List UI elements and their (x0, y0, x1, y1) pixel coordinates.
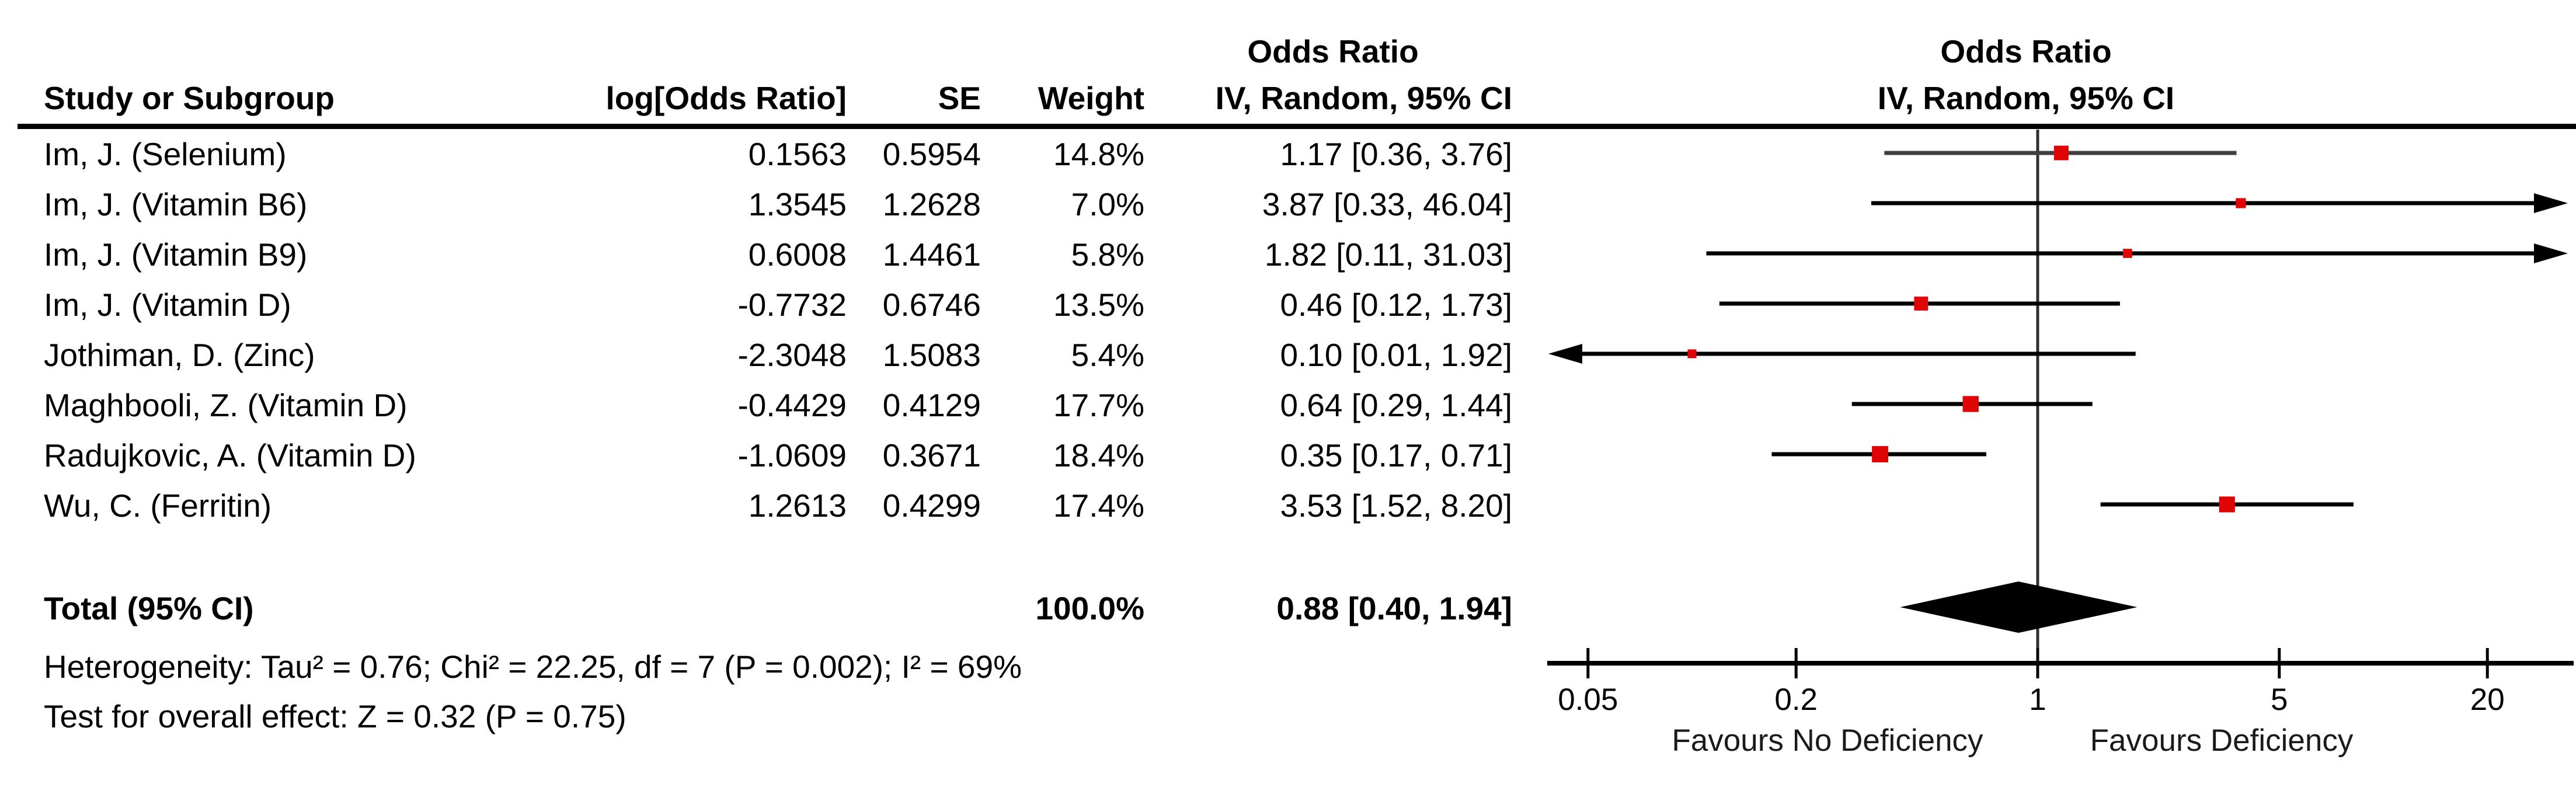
effect-square (1687, 349, 1697, 358)
total-weight: 100.0% (1035, 590, 1144, 626)
axis-tick (1586, 648, 1590, 678)
ci-arrow-right (2534, 243, 2568, 263)
weight-value: 5.8% (1071, 236, 1144, 273)
study-name: Im, J. (Vitamin D) (44, 287, 291, 323)
ci-line (1871, 201, 2534, 206)
axis-tick-label: 5 (2271, 682, 2288, 717)
axis-tick (2486, 648, 2489, 678)
axis-tick-label: 1 (2029, 682, 2046, 717)
study-row: Im, J. (Vitamin D) -0.7732 0.6746 13.5% 0.46… (0, 287, 1547, 322)
x-axis-line (1547, 661, 2574, 666)
study-row: Maghbooli, Z. (Vitamin D) -0.4429 0.4129 17… (0, 388, 1547, 423)
study-name: Maghbooli, Z. (Vitamin D) (44, 387, 408, 423)
weight-value: 17.4% (1053, 487, 1144, 524)
log-odds-ratio-value: 0.6008 (748, 236, 847, 273)
weight-value: 14.8% (1053, 136, 1144, 172)
ci-text-value: 1.17 [0.36, 3.76] (1280, 136, 1512, 172)
effect-square (2219, 496, 2235, 513)
study-row: Wu, C. (Ferritin) 1.2613 0.4299 17.4% 3.53 [… (0, 488, 1547, 523)
se-value: 0.4299 (882, 487, 981, 524)
weight-value: 17.7% (1053, 387, 1144, 423)
log-odds-ratio-value: -0.7732 (737, 287, 847, 323)
ci-text-value: 3.53 [1.52, 8.20] (1280, 487, 1512, 524)
weight-value: 7.0% (1071, 186, 1144, 222)
axis-tick (1794, 648, 1798, 678)
ci-arrow-left (1548, 344, 1582, 364)
pooled-diamond (1900, 581, 2138, 633)
total-ci-text: 0.88 [0.40, 1.94] (1276, 590, 1512, 626)
column-header-effect-ci: IV, Random, 95% CI (1215, 80, 1512, 116)
study-name: Im, J. (Vitamin B9) (44, 236, 308, 273)
column-header-study: Study or Subgroup (44, 80, 335, 116)
weight-value: 5.4% (1071, 337, 1144, 373)
study-name: Jothiman, D. (Zinc) (44, 337, 315, 373)
favours-left-label: Favours No Deficiency (1672, 723, 1983, 758)
study-row: Im, J. (Vitamin B6) 1.3545 1.2628 7.0% 3.87 … (0, 187, 1547, 222)
axis-tick-label: 20 (2470, 682, 2505, 717)
column-header-log-odds-ratio: log[Odds Ratio] (605, 80, 847, 116)
axis-tick (2036, 648, 2039, 678)
total-row: Total (95% CI) 100.0% 0.88 [0.40, 1.94] (0, 591, 1547, 626)
effect-square (1962, 396, 1979, 412)
se-value: 0.6746 (882, 287, 981, 323)
se-value: 1.2628 (882, 186, 981, 222)
se-value: 1.5083 (882, 337, 981, 373)
log-odds-ratio-value: -2.3048 (737, 337, 847, 373)
overall-effect-note: Test for overall effect: Z = 0.32 (P = 0… (44, 698, 626, 734)
ci-line (1706, 251, 2534, 256)
column-header-se: SE (938, 80, 981, 116)
effect-square (2123, 249, 2132, 258)
effect-square (2053, 145, 2069, 161)
log-odds-ratio-value: -1.0609 (737, 437, 847, 473)
log-odds-ratio-value: 0.1563 (748, 136, 847, 172)
log-odds-ratio-value: 1.2613 (748, 487, 847, 524)
effect-column-title: Odds Ratio (1247, 33, 1419, 69)
ci-text-value: 0.10 [0.01, 1.92] (1280, 337, 1512, 373)
total-label: Total (95% CI) (44, 590, 254, 626)
study-row: Radujkovic, A. (Vitamin D) -1.0609 0.3671 1… (0, 438, 1547, 473)
plot-header-effect-ci: IV, Random, 95% CI (1877, 80, 2175, 116)
study-row: Im, J. (Selenium) 0.1563 0.5954 14.8% 1.17 [… (0, 137, 1547, 172)
favours-right-label: Favours Deficiency (2090, 723, 2354, 758)
axis-tick (2278, 648, 2281, 678)
se-value: 0.5954 (882, 136, 981, 172)
ci-arrow-right (2534, 193, 2568, 213)
se-value: 1.4461 (882, 236, 981, 273)
heterogeneity-note: Heterogeneity: Tau² = 0.76; Chi² = 22.25… (44, 649, 1022, 685)
plot-column-title: Odds Ratio (1940, 33, 2112, 69)
ci-text-value: 1.82 [0.11, 31.03] (1264, 236, 1512, 273)
header-divider (18, 124, 2576, 129)
ci-text-value: 3.87 [0.33, 46.04] (1262, 186, 1512, 222)
study-row: Im, J. (Vitamin B9) 0.6008 1.4461 5.8% 1.82 … (0, 237, 1547, 272)
axis-tick-label: 0.2 (1774, 682, 1818, 717)
log-odds-ratio-value: 1.3545 (748, 186, 847, 222)
axis-tick-label: 0.05 (1558, 682, 1618, 717)
effect-square (1872, 446, 1889, 462)
se-value: 0.4129 (882, 387, 981, 423)
effect-square (2236, 198, 2246, 208)
study-name: Im, J. (Vitamin B6) (44, 186, 308, 222)
study-name: Im, J. (Selenium) (44, 136, 287, 172)
study-row: Jothiman, D. (Zinc) -2.3048 1.5083 5.4% 0.10… (0, 337, 1547, 372)
study-name: Radujkovic, A. (Vitamin D) (44, 437, 416, 473)
ci-text-value: 0.35 [0.17, 0.71] (1280, 437, 1512, 473)
study-name: Wu, C. (Ferritin) (44, 487, 272, 524)
effect-square (1914, 297, 1928, 311)
ci-text-value: 0.46 [0.12, 1.73] (1280, 287, 1512, 323)
log-odds-ratio-value: -0.4429 (737, 387, 847, 423)
ci-line (1582, 351, 2136, 356)
column-header-weight: Weight (1038, 80, 1144, 116)
se-value: 0.3671 (882, 437, 981, 473)
weight-value: 13.5% (1053, 287, 1144, 323)
weight-value: 18.4% (1053, 437, 1144, 473)
ci-text-value: 0.64 [0.29, 1.44] (1280, 387, 1512, 423)
